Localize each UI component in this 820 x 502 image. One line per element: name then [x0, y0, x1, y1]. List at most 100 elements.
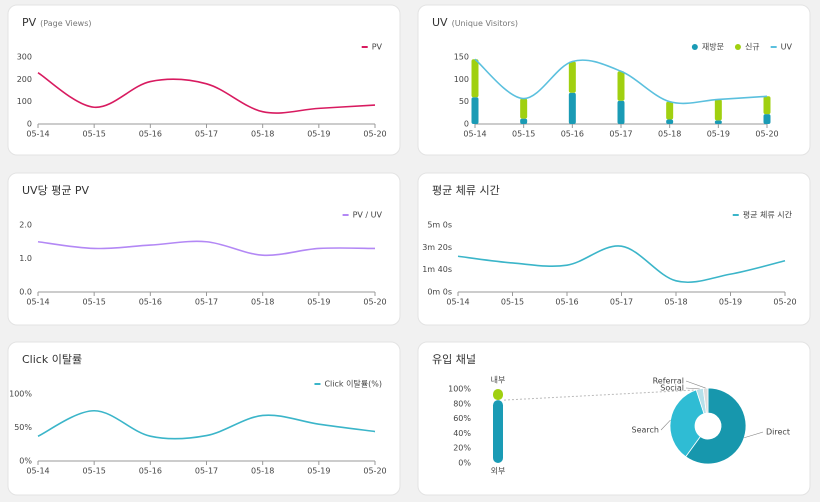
bar — [568, 61, 576, 93]
y-tick-label: 0m 0s — [427, 288, 452, 297]
donut-slice — [702, 387, 709, 414]
leader-line — [685, 380, 706, 389]
x-tick-label: 05-14 — [26, 298, 49, 307]
bar — [763, 96, 771, 115]
y-tick-label: 3m 20s — [422, 243, 452, 252]
y-tick-label: 0.0 — [19, 288, 32, 297]
slice-label: Direct — [766, 428, 790, 437]
donut-slice — [669, 389, 705, 458]
y-tick-label: 40% — [453, 429, 471, 438]
x-tick-label: 05-18 — [658, 130, 681, 139]
chart-title: Click 이탈률 — [22, 353, 82, 366]
card — [417, 341, 811, 496]
chart-subtitle: (Page Views) — [40, 19, 91, 28]
legend-label: PV — [372, 43, 383, 52]
x-tick-label: 05-14 — [446, 298, 469, 307]
y-tick-label: 100 — [17, 97, 32, 106]
legend-marker — [734, 44, 741, 50]
x-tick-label: 05-18 — [251, 298, 274, 307]
bar — [493, 400, 503, 463]
slice-label: Search — [632, 426, 659, 435]
y-tick-label: 100% — [448, 385, 471, 394]
x-tick-label: 05-18 — [664, 298, 687, 307]
y-tick-label: 200 — [17, 75, 32, 84]
x-tick-label: 05-18 — [251, 130, 274, 139]
y-tick-label: 80% — [453, 399, 471, 408]
y-tick-label: 50% — [14, 423, 32, 432]
bar — [666, 101, 674, 120]
bar — [520, 118, 528, 124]
x-tick-label: 05-17 — [195, 467, 218, 476]
x-tick-label: 05-15 — [83, 130, 106, 139]
x-tick-label: 05-15 — [83, 298, 106, 307]
leader-line — [744, 431, 764, 439]
x-tick-label: 05-16 — [561, 130, 584, 139]
leader-line — [660, 419, 671, 431]
y-tick-label: 2.0 — [19, 221, 32, 230]
bar — [617, 100, 625, 124]
x-tick-label: 05-15 — [83, 467, 106, 476]
x-tick-label: 05-19 — [719, 298, 742, 307]
bar — [714, 99, 722, 121]
chart: UV (Unique Visitors) UV 신규 재방문 0 50 100 150 05-14… — [432, 16, 793, 139]
y-tick-label: 0 — [27, 120, 32, 129]
chart: UV당 평균 PV PV / UV 0.0 1.0 2.0 05-14 05-15 05-16… — [19, 184, 386, 307]
x-tick-label: 05-19 — [307, 130, 330, 139]
x-tick-label: 05-14 — [26, 467, 49, 476]
line — [457, 245, 786, 284]
line — [474, 58, 768, 105]
chart-title: 유입 채널 — [432, 353, 476, 366]
x-tick-label: 05-16 — [139, 298, 162, 307]
bar — [666, 119, 674, 124]
x-tick-label: 05-20 — [755, 130, 778, 139]
y-tick-label: 0 — [464, 120, 469, 129]
legend-label: Click 이탈률(%) — [324, 379, 382, 389]
legend-label: 평균 체류 시간 — [743, 210, 793, 220]
card — [417, 172, 811, 326]
bar — [471, 97, 479, 124]
x-tick-label: 05-15 — [512, 130, 535, 139]
bar-label: 내부 — [491, 376, 506, 385]
y-tick-label: 1m 40s — [422, 265, 452, 274]
x-tick-label: 05-19 — [307, 467, 330, 476]
x-tick-label: 05-16 — [139, 467, 162, 476]
legend-label: 신규 — [745, 43, 760, 52]
legend-marker — [691, 44, 698, 50]
x-tick-label: 05-18 — [251, 467, 274, 476]
x-tick-label: 05-19 — [707, 130, 730, 139]
x-tick-label: 05-16 — [555, 298, 578, 307]
line — [37, 71, 376, 114]
y-tick-label: 5m 0s — [427, 221, 452, 230]
legend-label: PV / UV — [353, 211, 383, 220]
y-tick-label: 300 — [17, 53, 32, 62]
bar — [493, 389, 503, 401]
card — [7, 341, 401, 496]
y-tick-label: 0% — [458, 459, 471, 468]
y-tick-label: 100 — [454, 75, 469, 84]
x-tick-label: 05-17 — [195, 298, 218, 307]
x-tick-label: 05-20 — [363, 467, 386, 476]
card — [7, 4, 401, 156]
chart-title: UV당 평균 PV — [22, 184, 90, 197]
x-tick-label: 05-20 — [773, 298, 796, 307]
bar-label: 외부 — [491, 466, 506, 476]
y-tick-label: 50 — [459, 97, 469, 106]
legend-label: 재방문 — [702, 42, 724, 52]
bar — [714, 120, 722, 124]
y-tick-label: 150 — [454, 53, 469, 62]
bar — [763, 114, 771, 124]
bar — [520, 98, 528, 119]
x-tick-label: 05-14 — [26, 130, 49, 139]
x-tick-label: 05-20 — [363, 298, 386, 307]
chart-title: 평균 체류 시간 — [432, 184, 500, 197]
chart-title: UV — [432, 16, 448, 29]
slice-label: Social — [660, 384, 684, 393]
card — [7, 172, 401, 326]
donut-slice — [685, 387, 747, 465]
card — [417, 4, 811, 156]
x-tick-label: 05-19 — [307, 298, 330, 307]
leader-line — [685, 387, 700, 390]
